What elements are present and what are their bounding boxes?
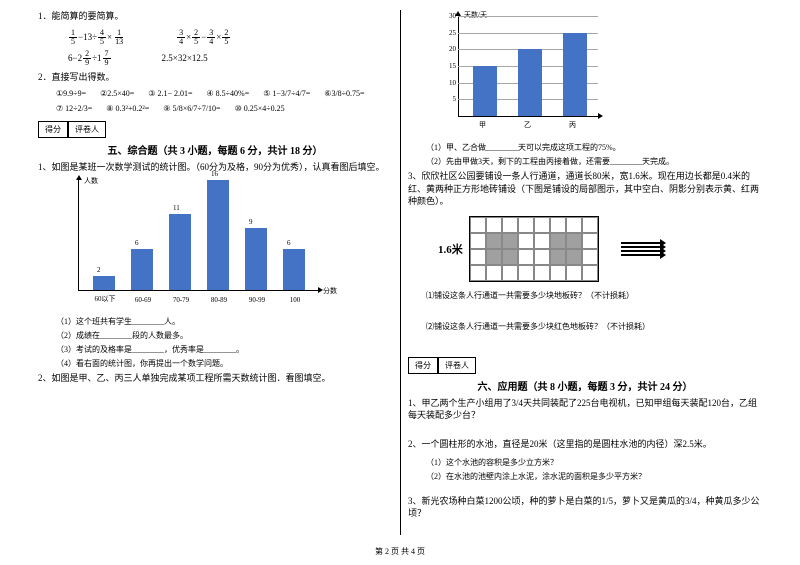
direct-item: ④ 8.5÷40%=	[206, 89, 249, 98]
tile-q1: ⑴铺设这条人行通道一共需要多少块地板砖？（不计损耗）	[426, 290, 762, 301]
direct-item: ③ 2.1− 2.01=	[148, 89, 192, 98]
direct-item: ②2.5×40=	[100, 89, 134, 98]
direct-item: ⑩ 0.25×4÷0.25	[235, 104, 285, 113]
aq2b: （2）在水池的池壁内涂上水泥，涂水泥的面积是多少平方米？	[426, 471, 762, 482]
r-sub1: （1）甲、乙合做________天可以完成这项工程的75%。	[426, 142, 762, 153]
tile-q2: ⑵铺设这条人行通道一共需要多少块红色地板砖？（不计损耗）	[426, 321, 762, 332]
r-q3: 3、欣欣社区公园要铺设一条人行通道，通道长80米，宽1.6米。现在用边长都是0.…	[408, 170, 762, 208]
r-sub2: （2）先由甲做3天，剩下的工程由丙接着做，还需要________天完成。	[426, 156, 762, 167]
direct-item: ⑥3/8÷0.75=	[324, 89, 364, 98]
score-box-1: 得分 评卷人	[38, 121, 392, 138]
sub-2: （2）成绩在________段的人数最多。	[56, 330, 392, 341]
section-6-title: 六、应用题（共 8 小题，每题 3 分，共计 24 分）	[408, 378, 762, 393]
arrow-icon	[621, 242, 661, 244]
sub-4: （4）看右面的统计图，你再提出一个数学问题。	[56, 358, 392, 369]
q4-text: 2、如图是甲、乙、丙三人单独完成某项工程所需天数统计图．看图填空。	[38, 372, 392, 385]
math-row-1: 15−13÷45×113 34×25−34×25	[68, 29, 392, 46]
q2-title: 2．直接写出得数。	[38, 71, 392, 84]
direct-item: ⑧ 0.3²+0.2²=	[106, 104, 149, 113]
direct-item: ①9.9÷9=	[56, 89, 86, 98]
chart-1: 人数 分数 260以下660-691170-791680-89990-99610…	[78, 180, 338, 310]
score-box-2: 得分 评卷人	[408, 357, 762, 374]
arrow-icon	[621, 250, 661, 252]
direct-item: ⑤ 1−3/7÷4/7=	[263, 89, 310, 98]
arrow-icon	[621, 246, 661, 248]
aq1: 1、甲乙两个生产小组用了3/4天共同装配了225台电视机，已知甲组每天装配120…	[408, 397, 762, 422]
aq2a: （1）这个水池的容积是多少立方米？	[426, 457, 762, 468]
aq3: 3、新光农场种白菜1200公顷，种的萝卜是白菜的1/5，萝卜又是黄瓜的3/4，种…	[408, 495, 762, 520]
sub-1: （1）这个班共有学生________人。	[56, 316, 392, 327]
section-5-title: 五、综合题（共 3 小题，每题 6 分，共计 18 分）	[38, 142, 392, 157]
direct-item: ⑨ 5/8×6/7÷7/10=	[163, 104, 220, 113]
q1-title: 1．能简算的要简算。	[38, 10, 392, 23]
arrow-icon	[621, 254, 661, 256]
tile-diagram: 1.6米	[438, 216, 762, 282]
aq2: 2、一个圆柱形的水池，直径是20米（这里指的是圆柱水池的内径）深2.5米。	[408, 438, 762, 451]
math-row-2: 6−229÷179 2.5×32×12.5	[68, 50, 392, 67]
column-divider	[400, 10, 401, 535]
sub-3: （3）考试的及格率是________，优秀率是________。	[56, 344, 392, 355]
direct-item: ⑦ 12÷2/3=	[56, 104, 92, 113]
page-footer: 第 2 页 共 4 页	[0, 546, 800, 557]
direct-answers: ①9.9÷9= ②2.5×40= ③ 2.1− 2.01= ④ 8.5÷40%= ⑤ 1…	[56, 89, 392, 113]
chart-2: 天数/天 51015202530 甲乙丙	[458, 16, 618, 136]
